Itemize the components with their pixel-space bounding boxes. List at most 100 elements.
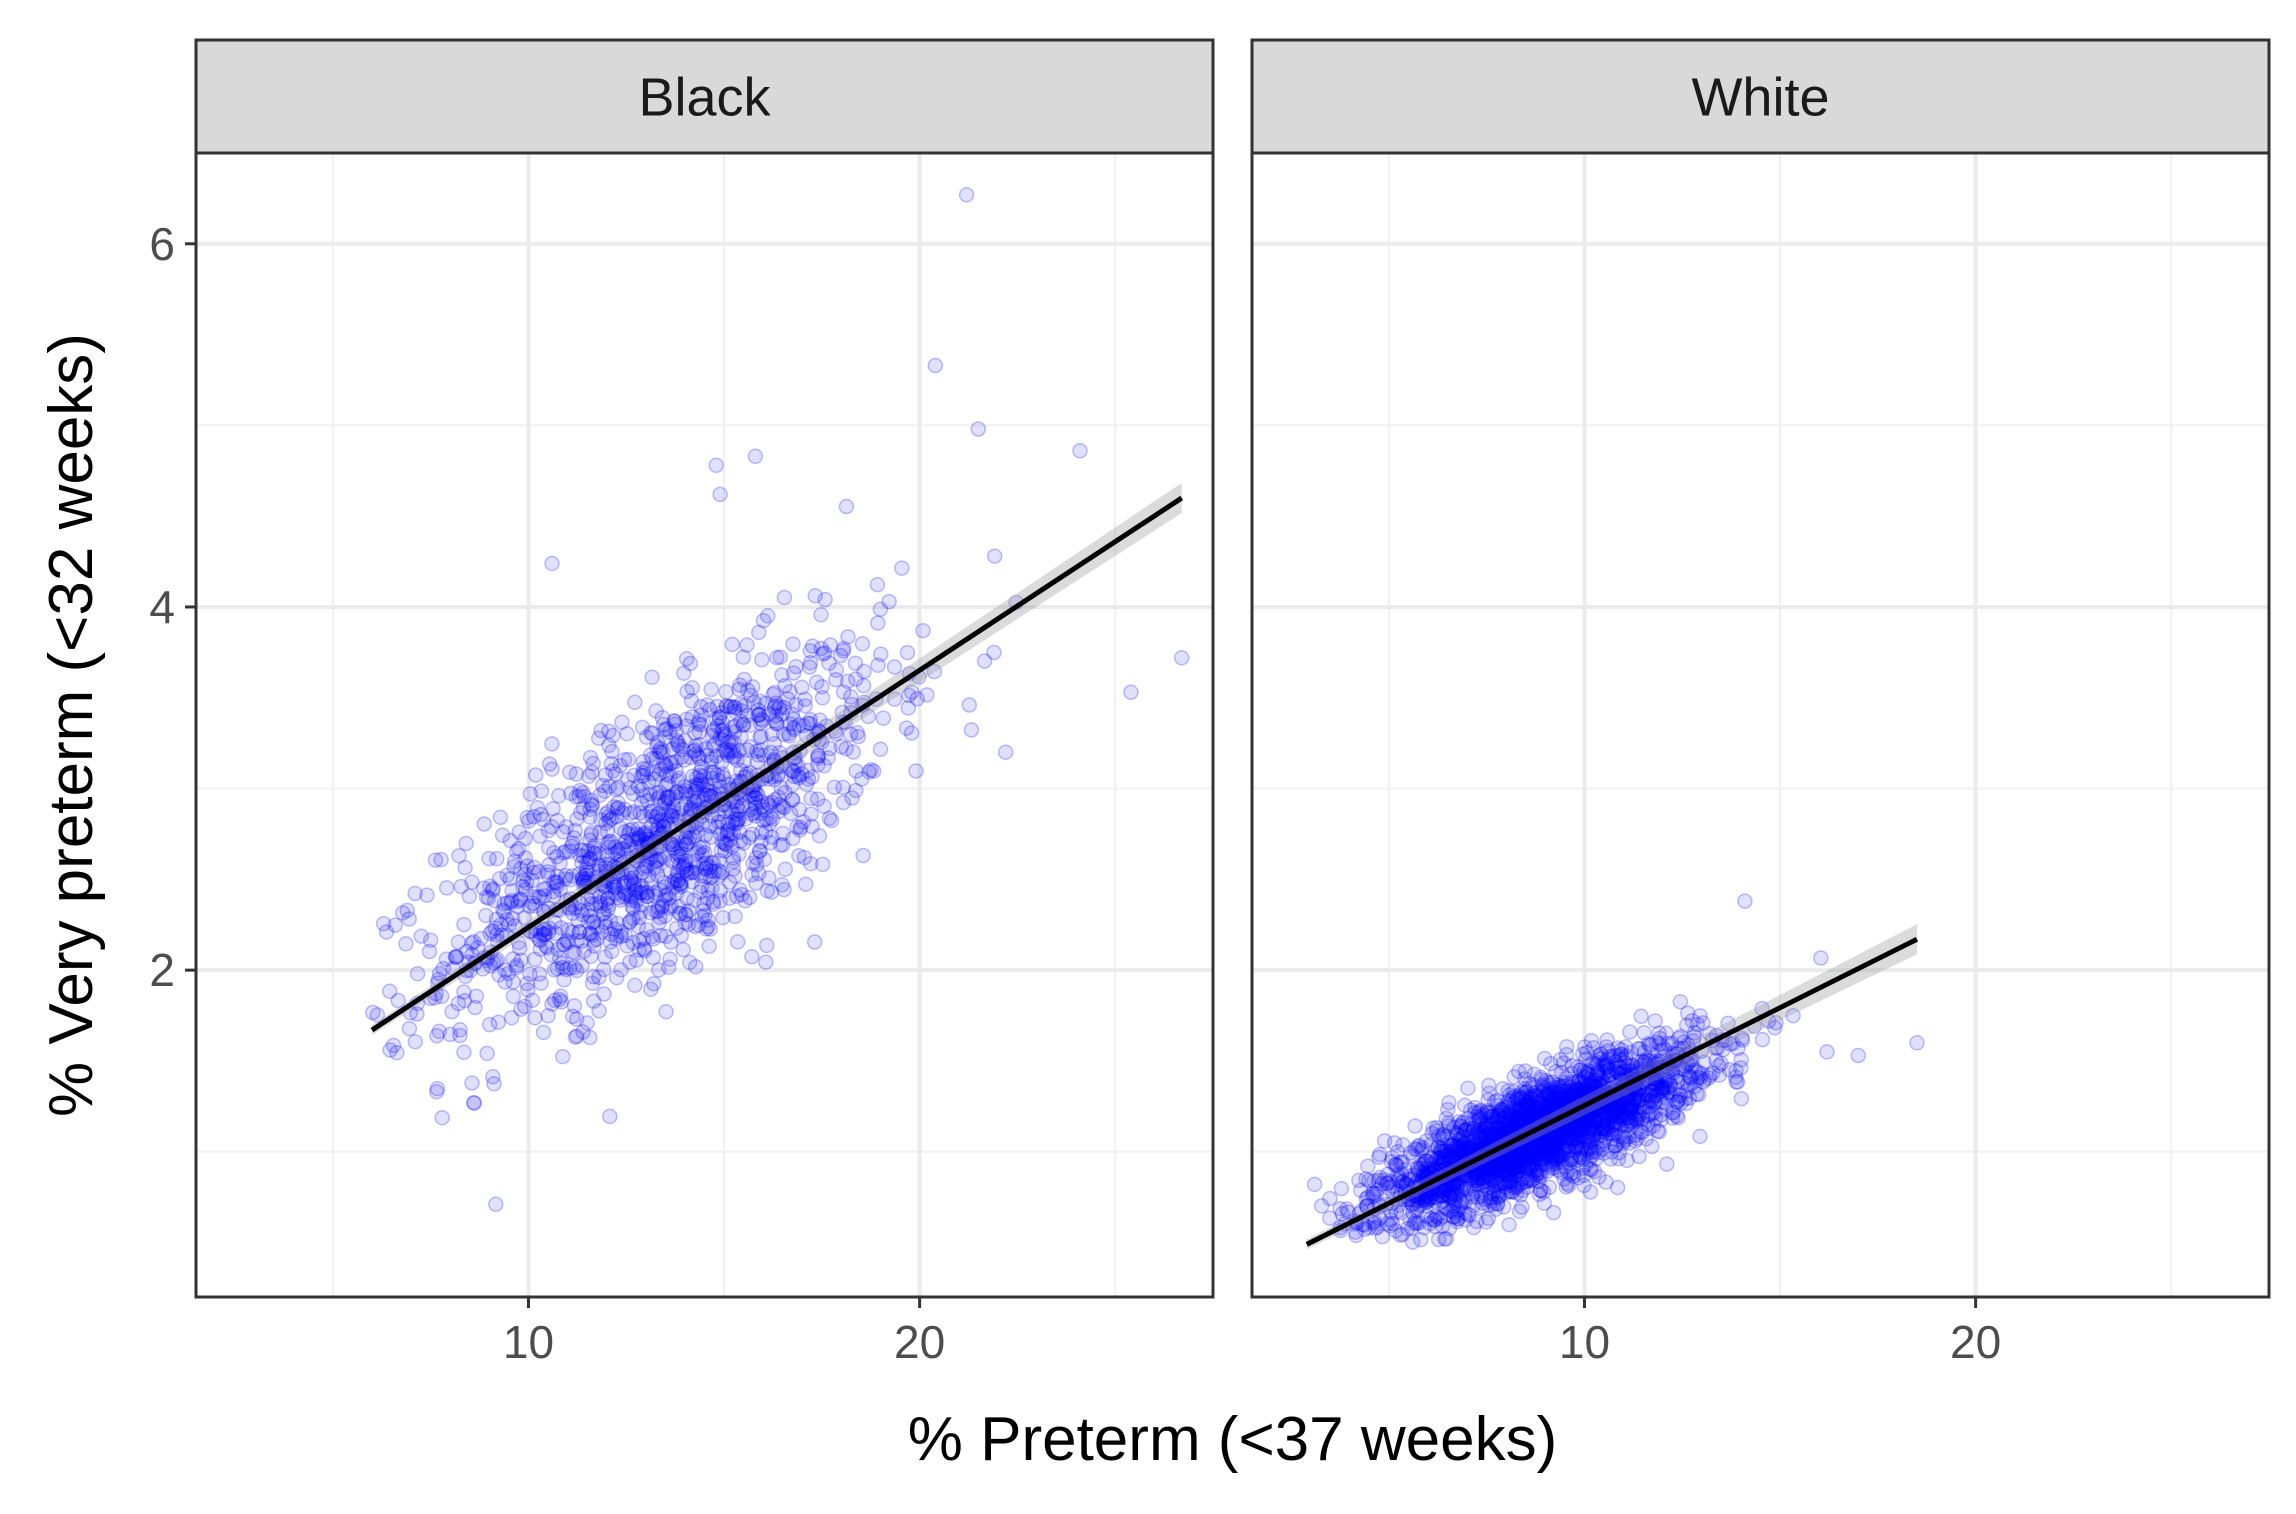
data-point <box>732 677 748 693</box>
data-point <box>1475 1174 1491 1190</box>
data-point <box>686 793 703 810</box>
data-point <box>692 764 709 780</box>
data-point <box>694 847 711 863</box>
data-point <box>580 913 597 930</box>
data-point <box>729 752 745 768</box>
data-point <box>713 704 729 721</box>
data-point <box>527 767 544 783</box>
data-point <box>733 713 749 729</box>
data-point <box>560 934 576 951</box>
data-point <box>488 911 505 928</box>
data-point <box>681 954 698 971</box>
data-point <box>429 1080 446 1097</box>
data-point <box>872 601 889 618</box>
data-point <box>533 806 549 823</box>
data-point <box>1480 1210 1497 1227</box>
data-point <box>550 941 566 958</box>
data-point <box>709 698 725 715</box>
data-point <box>586 938 602 954</box>
data-point <box>1386 1135 1403 1151</box>
data-point <box>650 903 666 920</box>
data-point <box>1600 1062 1617 1079</box>
data-point <box>546 962 563 978</box>
data-point <box>1478 1121 1494 1137</box>
data-point <box>744 786 761 803</box>
data-point <box>838 498 855 515</box>
data-point <box>541 756 558 772</box>
data-point <box>607 921 623 937</box>
data-point <box>672 905 689 922</box>
data-point <box>485 955 502 971</box>
data-point-outlier <box>997 744 1014 760</box>
data-point <box>812 712 828 728</box>
data-point <box>616 751 633 768</box>
data-point <box>698 855 715 871</box>
data-point-outlier <box>465 1094 482 1111</box>
data-point <box>626 874 643 891</box>
data-point <box>535 1024 552 1041</box>
data-point <box>571 865 588 882</box>
data-point <box>609 847 626 863</box>
data-point <box>915 622 931 639</box>
data-point <box>764 794 780 810</box>
data-point <box>795 717 812 734</box>
data-point <box>580 768 597 785</box>
data-point <box>512 891 528 907</box>
data-point <box>566 998 583 1014</box>
data-point <box>810 756 826 773</box>
data-point <box>672 876 689 892</box>
data-point <box>847 655 864 672</box>
data-point <box>514 879 531 895</box>
data-point <box>756 851 773 868</box>
data-point <box>561 764 578 780</box>
data-point <box>558 819 574 835</box>
data-point <box>451 848 467 864</box>
data-point <box>647 771 663 787</box>
data-point <box>751 707 767 723</box>
data-point <box>645 931 661 947</box>
data-point <box>604 876 620 893</box>
data-point <box>737 893 753 909</box>
data-point <box>511 940 528 956</box>
data-point <box>569 1028 585 1044</box>
data-point <box>708 748 725 764</box>
data-point <box>1550 1085 1566 1101</box>
data-point <box>544 996 560 1012</box>
data-point <box>670 845 686 861</box>
data-point <box>422 932 439 948</box>
data-point <box>840 629 856 645</box>
data-point <box>849 725 865 741</box>
data-point <box>598 806 614 822</box>
data-point <box>600 890 616 907</box>
data-point <box>1659 1156 1675 1172</box>
data-point <box>586 913 602 930</box>
data-point <box>676 752 693 768</box>
data-point <box>690 777 707 794</box>
data-point <box>617 927 633 943</box>
data-point <box>648 750 665 767</box>
data-point <box>688 859 704 876</box>
data-point <box>675 941 691 958</box>
data-point <box>369 1007 386 1023</box>
data-point <box>571 924 588 940</box>
data-point <box>654 899 670 916</box>
data-point <box>719 827 735 844</box>
data-point <box>555 936 572 953</box>
data-point <box>686 892 702 909</box>
data-point <box>628 882 644 898</box>
data-point <box>692 840 708 856</box>
data-point <box>746 694 762 711</box>
data-point <box>585 915 601 931</box>
data-point <box>572 804 589 821</box>
data-point <box>687 958 704 975</box>
data-point <box>901 687 917 704</box>
data-point <box>770 768 786 784</box>
data-point <box>664 874 680 891</box>
data-point <box>608 781 624 798</box>
data-point <box>435 960 452 977</box>
data-point <box>631 829 648 846</box>
data-point <box>658 812 675 829</box>
data-point <box>553 920 569 936</box>
data-point <box>752 729 768 746</box>
data-point <box>848 782 864 799</box>
